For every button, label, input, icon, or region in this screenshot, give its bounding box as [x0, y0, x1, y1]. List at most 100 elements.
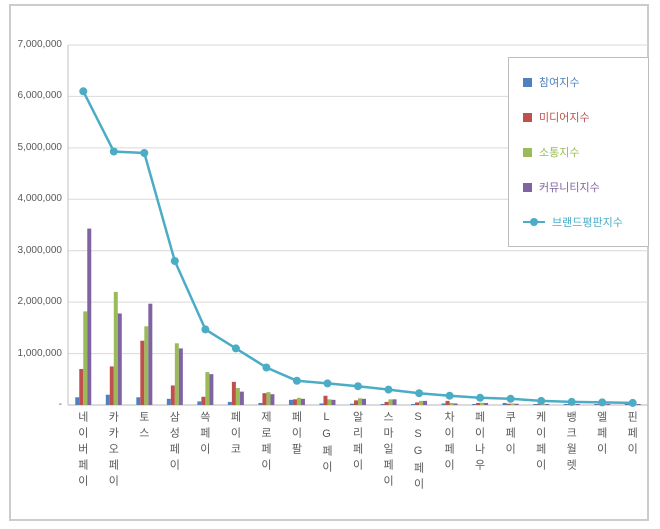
legend-item-brand-reputation-index: 브랜드평판지수: [523, 214, 640, 230]
bar: [166, 398, 171, 405]
legend-label-brand-reputation: 브랜드평판지수: [552, 217, 623, 229]
bar: [79, 369, 84, 405]
bar: [506, 403, 511, 405]
bar: [384, 401, 389, 405]
chart-legend: 참여지수 미디어지수 소통지수 커뮤니티지수 브랜드평판지수: [508, 57, 649, 247]
legend-item-community-index: 커뮤니티지수: [523, 179, 640, 195]
legend-item-communication-index: 소통지수: [523, 144, 640, 160]
bar: [270, 394, 275, 405]
bar: [209, 374, 214, 405]
line-marker: [292, 376, 301, 385]
bar: [514, 403, 519, 405]
bar: [239, 391, 244, 405]
bar: [83, 311, 88, 405]
legend-item-media-index: 미디어지수: [523, 109, 640, 125]
bar: [575, 404, 580, 405]
bar: [354, 400, 358, 405]
bar: [201, 396, 206, 405]
line-marker: [598, 398, 607, 407]
line-marker: [201, 325, 210, 334]
bar: [113, 291, 118, 405]
bar: [319, 403, 324, 405]
bar: [136, 397, 141, 405]
bar: [472, 404, 477, 405]
bar: [510, 403, 515, 405]
line-marker: [354, 382, 362, 391]
bar: [636, 404, 641, 405]
line-marker: [231, 344, 240, 353]
line-marker: [140, 149, 149, 157]
legend-swatch-community: [523, 182, 532, 192]
bar: [392, 399, 397, 405]
bar: [262, 393, 267, 405]
bar: [227, 401, 232, 405]
bar: [476, 402, 481, 405]
bar: [174, 343, 179, 405]
bar: [109, 366, 114, 405]
bar: [419, 400, 424, 405]
line-marker: [170, 257, 179, 265]
bar: [411, 403, 416, 405]
bar: [296, 397, 301, 405]
bar: [144, 326, 149, 405]
bar: [266, 392, 271, 405]
legend-line-dot: [530, 218, 538, 226]
legend-swatch-media: [523, 112, 532, 122]
line-marker: [537, 396, 546, 405]
bar: [87, 228, 92, 405]
bar: [388, 399, 393, 405]
line-marker: [384, 385, 393, 394]
bar: [533, 404, 538, 405]
bar: [624, 404, 629, 405]
bar: [449, 402, 454, 405]
bar: [537, 403, 542, 405]
bar: [292, 399, 297, 405]
bar: [545, 403, 550, 405]
bar: [484, 402, 489, 405]
bar: [288, 399, 293, 405]
bar: [205, 372, 210, 405]
bar: [445, 400, 450, 405]
bar: [117, 313, 122, 405]
legend-swatch-communication: [523, 147, 532, 157]
bar: [350, 403, 354, 405]
bar: [300, 398, 305, 405]
bar: [148, 303, 153, 405]
bar: [358, 398, 362, 405]
bar: [453, 403, 458, 405]
bar: [140, 340, 145, 405]
bar: [327, 399, 332, 405]
bar: [258, 402, 263, 405]
legend-item-participation-index: 참여지수: [523, 74, 640, 90]
bar: [563, 404, 568, 405]
bar: [502, 402, 507, 405]
bar: [178, 348, 183, 405]
line-marker: [415, 389, 424, 398]
legend-label-participation: 참여지수: [539, 77, 580, 89]
line-marker: [445, 391, 454, 400]
bar: [323, 395, 328, 405]
bar: [235, 388, 240, 405]
bar: [105, 394, 110, 405]
line-marker: [567, 397, 576, 406]
line-marker: [109, 147, 118, 156]
line-marker: [79, 87, 88, 96]
bar: [331, 399, 336, 405]
legend-label-community: 커뮤니티지수: [539, 182, 600, 194]
line-marker: [323, 379, 332, 388]
legend-line-marker-icon: [523, 218, 545, 227]
bar: [415, 402, 420, 405]
bar: [441, 403, 446, 405]
bar: [380, 403, 385, 405]
bar: [423, 400, 428, 405]
bar: [362, 398, 366, 405]
legend-label-media: 미디어지수: [539, 112, 590, 124]
line-marker: [628, 398, 637, 407]
line-marker: [476, 393, 485, 402]
bar: [480, 402, 485, 405]
bar: [231, 381, 236, 405]
line-marker: [262, 363, 271, 372]
bar: [170, 385, 175, 405]
bar: [197, 401, 202, 405]
